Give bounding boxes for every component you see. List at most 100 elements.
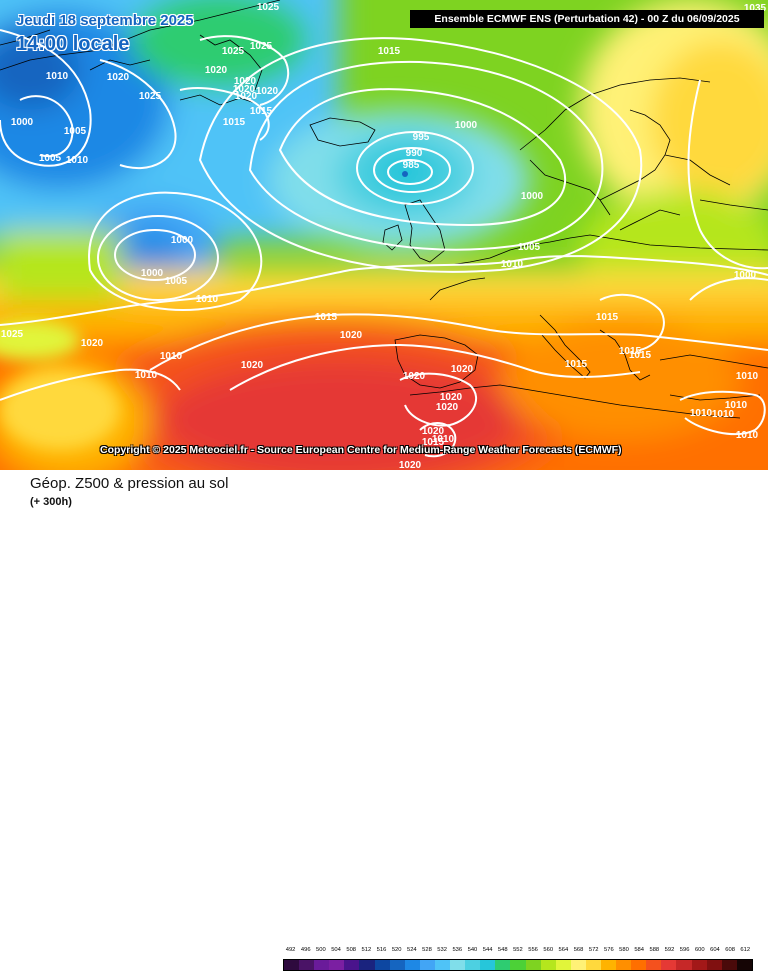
color-scale-label: 560 xyxy=(543,947,554,953)
color-scale-label: 572 xyxy=(588,947,599,953)
color-scale-label: 576 xyxy=(604,947,614,953)
isobar-label: 1010 xyxy=(736,430,759,441)
color-scale-swatch xyxy=(495,960,511,970)
color-scale-label: 504 xyxy=(331,947,341,953)
isobars xyxy=(0,29,768,458)
color-scale-swatch xyxy=(374,960,390,970)
isobar-label: 1000 xyxy=(734,270,757,281)
color-scale-swatch xyxy=(299,960,315,970)
color-scale-swatch xyxy=(329,960,345,970)
isobar-label: 1015 xyxy=(378,46,401,57)
isobar-label: 1005 xyxy=(165,276,188,287)
isobar-label: 1020 xyxy=(241,360,264,371)
color-scale-swatch xyxy=(570,960,586,970)
isobar-label: 1020 xyxy=(340,330,363,341)
isobar-label: 990 xyxy=(406,148,423,159)
isobar-label: 995 xyxy=(413,132,430,143)
isobar-label: 1015 xyxy=(223,117,246,128)
isobar-label: 1015 xyxy=(250,106,273,117)
color-scale-swatch xyxy=(631,960,647,970)
isobar-label: 1025 xyxy=(139,91,162,102)
color-scale-swatch xyxy=(450,960,466,970)
color-scale-label: 556 xyxy=(528,947,538,953)
color-scale-swatch xyxy=(389,960,405,970)
color-scale-swatch xyxy=(510,960,526,970)
color-scale-swatch xyxy=(646,960,662,970)
isobar-label: 1010 xyxy=(501,259,524,270)
color-scale-label: 496 xyxy=(300,947,311,953)
isobar-label: 1010 xyxy=(725,400,748,411)
color-scale-label: 544 xyxy=(482,947,493,953)
color-scale-swatch xyxy=(661,960,677,970)
forecast-time: 14:00 locale xyxy=(16,33,130,55)
color-scale-label: 540 xyxy=(467,947,478,953)
isobar-label: 1010 xyxy=(196,294,219,305)
isobar-label: 1000 xyxy=(521,191,544,202)
isobar-label: 1005 xyxy=(518,242,541,253)
color-scale-swatch xyxy=(600,960,617,970)
color-scale-swatch xyxy=(540,960,556,970)
color-scale-swatch xyxy=(465,960,481,970)
color-scale-label: 552 xyxy=(513,947,523,953)
isobar-label: 1025 xyxy=(250,41,273,52)
isobar-label: 1025 xyxy=(1,329,24,340)
color-scale-label: 520 xyxy=(391,947,402,953)
weather-map: 1025 1025 1025 1020 1020 1020 1020 1020 1015 1015… xyxy=(0,0,768,470)
isobar-label: 1035 xyxy=(744,3,767,14)
color-scale-label: 596 xyxy=(679,947,690,953)
color-scale-label: 568 xyxy=(573,947,584,953)
map-footer: Géop. Z500 & pression au sol (+ 300h) 49… xyxy=(0,470,768,971)
isobar-label: 1020 xyxy=(205,65,228,76)
color-scale-swatch xyxy=(284,960,300,970)
footer-title: Géop. Z500 & pression au sol xyxy=(30,475,229,492)
isobar-label: 1010 xyxy=(46,71,69,82)
isobar-label: 1020 xyxy=(422,426,445,437)
color-scale-bar xyxy=(283,959,753,971)
copyright-notice: Copyright © 2025 Meteociel.fr - Source E… xyxy=(100,444,622,456)
isobar-label: 1010 xyxy=(160,351,183,362)
isobar-label: 985 xyxy=(403,160,420,171)
isobar-label: 1025 xyxy=(257,2,280,13)
isobar-label: 1015 xyxy=(596,312,619,323)
color-scale-label: 564 xyxy=(558,947,569,953)
color-scale-swatch xyxy=(525,960,541,970)
color-scale-swatch xyxy=(676,960,692,970)
color-scale-swatch xyxy=(555,960,571,970)
isobar-label: 1005 xyxy=(64,126,87,137)
color-scale-label: 548 xyxy=(497,947,508,953)
color-scale-label: 604 xyxy=(710,947,720,953)
color-scale-swatch xyxy=(359,960,375,970)
color-scale-swatch xyxy=(706,960,722,970)
isobar-label: 1025 xyxy=(222,46,245,57)
isobar-label: 1020 xyxy=(440,392,463,403)
color-scale-swatch xyxy=(585,960,601,970)
isobar-label: 1015 xyxy=(619,346,642,357)
color-scale-swatch xyxy=(404,960,420,970)
color-scale-labels: 492 496 500 504 508 512 516 520 524 528 532 536 540 5… xyxy=(283,947,753,957)
color-scale-label: 508 xyxy=(346,947,357,953)
color-scale-label: 600 xyxy=(694,947,705,953)
color-scale-swatch xyxy=(419,960,435,970)
isobar-label: 1010 xyxy=(690,408,713,419)
isobar-label: 1000 xyxy=(141,268,164,279)
color-scale: 492 496 500 504 508 512 516 520 524 528 532 536 540 5… xyxy=(283,947,753,971)
isobar-label: 1015 xyxy=(629,350,652,361)
isobar-label: 1010 xyxy=(712,409,735,420)
color-scale-swatch xyxy=(344,960,360,970)
color-scale-label: 532 xyxy=(437,947,447,953)
color-scale-swatch xyxy=(480,960,496,970)
isobar-label: 1020 xyxy=(81,338,104,349)
isobar-label: 1015 xyxy=(422,437,445,448)
isobar-label: 1010 xyxy=(736,371,759,382)
forecast-date: Jeudi 18 septembre 2025 xyxy=(16,12,194,29)
color-scale-label: 492 xyxy=(285,947,296,953)
isobar-label: 1005 xyxy=(39,153,62,164)
isobar-label: 1020 xyxy=(436,402,459,413)
color-scale-label: 580 xyxy=(619,947,629,953)
isobar-label: 1010 xyxy=(135,370,158,381)
isobar-label: 1020 xyxy=(451,364,474,375)
color-scale-label: 528 xyxy=(422,947,432,953)
color-scale-label: 612 xyxy=(740,947,751,953)
isobar-label: 1000 xyxy=(455,120,478,131)
